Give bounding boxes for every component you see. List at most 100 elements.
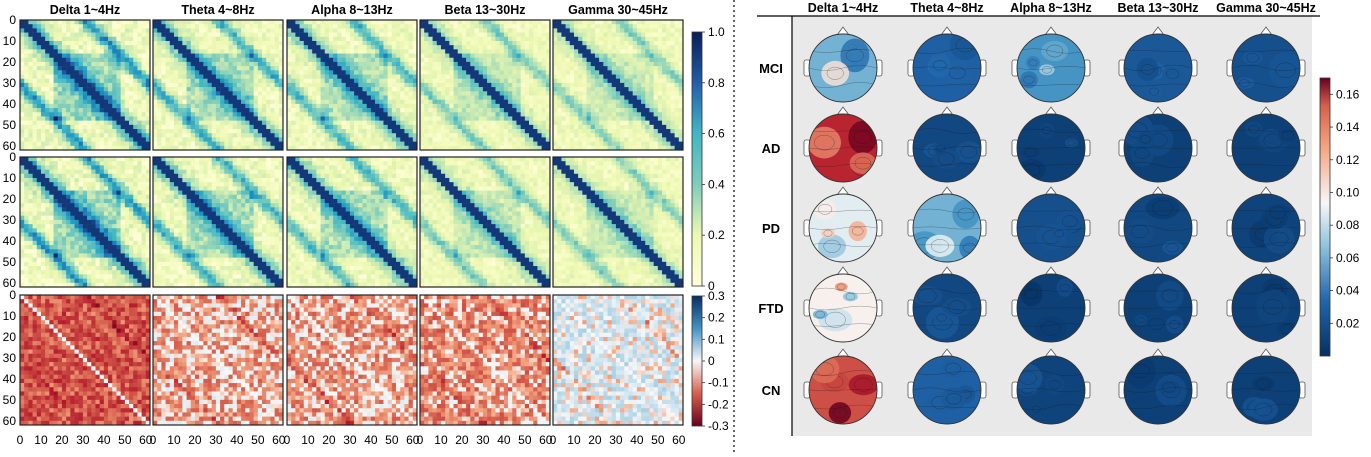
band-title-right-3: Beta 13~30Hz: [1118, 1, 1199, 15]
cbar-topo-ticks-6: 0.04: [1336, 284, 1360, 298]
x-tick-band4-3: 30: [609, 433, 623, 447]
matrix-row1-band0: [20, 157, 150, 287]
x-tick-band0-0: 0: [17, 433, 24, 447]
cbar-top-ticks-4: 0.2: [708, 228, 725, 242]
colorbar-difference-ticks: 0.30.20.10-0.1-0.2-0.3: [702, 289, 729, 433]
matrix-row0-band1: [153, 20, 283, 150]
group-label-ftd: FTD: [758, 301, 783, 316]
band-title-right-0: Delta 1~4Hz: [808, 1, 879, 15]
cbar-top-ticks-1: 0.8: [708, 76, 725, 90]
y-tick-row2-1: 10: [3, 309, 17, 323]
x-tick-band4-2: 20: [588, 433, 602, 447]
y-tick-row0-3: 30: [3, 76, 17, 90]
matrix-row1-band4: [553, 157, 683, 287]
matrix-row2-band0: [20, 295, 150, 425]
connectivity-panel: Delta 1~4Hz Theta 4~8Hz Alpha 8~13Hz Beta 1…: [3, 3, 729, 447]
band-title-right-2: Alpha 8~13Hz: [1010, 1, 1092, 15]
cbar-diff-ticks-1: 0.2: [708, 311, 725, 325]
x-tick-band1-2: 20: [188, 433, 202, 447]
colorbar-correlation-ticks: 1.00.80.60.40.20: [702, 25, 725, 293]
x-tick-band2-3: 30: [343, 433, 357, 447]
matrix-row1-band2: [287, 157, 417, 287]
y-tick-row2-2: 20: [3, 330, 17, 344]
x-tick-band2-4: 40: [364, 433, 378, 447]
x-tick-band0-2: 20: [55, 433, 69, 447]
band-titles-right: Delta 1~4Hz Theta 4~8Hz Alpha 8~13Hz Beta 1…: [808, 1, 1316, 15]
x-tick-band3-0: 0: [417, 433, 424, 447]
x-tick-band4-6: 60: [672, 433, 686, 447]
cbar-diff-ticks-3: 0: [708, 354, 715, 368]
group-label-cn: CN: [762, 383, 781, 398]
cbar-top-ticks-3: 0.4: [708, 177, 725, 191]
y-tick-row2-6: 60: [3, 414, 17, 428]
x-tick-band2-0: 0: [284, 433, 291, 447]
colorbar-correlation: 1.00.80.60.40.20: [692, 25, 725, 293]
x-tick-band2-5: 50: [385, 433, 399, 447]
topography-panel: Delta 1~4Hz Theta 4~8Hz Alpha 8~13Hz Beta 1…: [757, 1, 1360, 436]
cbar-topo-ticks-0: 0.16: [1336, 87, 1360, 101]
cbar-top-ticks-0: 1.0: [708, 25, 725, 39]
x-tick-band3-1: 10: [434, 433, 448, 447]
group-label-ad: AD: [762, 141, 781, 156]
matrix-row2-band3: [420, 295, 550, 425]
y-tick-row1-0: 0: [9, 150, 16, 164]
colorbar-difference: 0.30.20.10-0.1-0.2-0.3: [692, 289, 729, 433]
y-tick-row2-5: 50: [3, 393, 17, 407]
x-tick-band1-4: 40: [230, 433, 244, 447]
x-tick-band2-1: 10: [301, 433, 315, 447]
cbar-topo-ticks-3: 0.10: [1336, 185, 1360, 199]
cbar-topo-ticks-1: 0.14: [1336, 120, 1360, 134]
y-tick-row0-0: 0: [9, 13, 16, 27]
band-title-left-3: Beta 13~30Hz: [445, 3, 526, 17]
y-tick-row2-3: 30: [3, 351, 17, 365]
band-title-right-1: Theta 4~8Hz: [910, 1, 983, 15]
matrix-row2-band1: [153, 295, 283, 425]
matrix-row0-band4: [553, 20, 683, 150]
x-tick-band3-5: 50: [518, 433, 532, 447]
x-tick-band4-0: 0: [550, 433, 557, 447]
y-tick-row0-4: 40: [3, 97, 17, 111]
x-tick-band4-5: 50: [651, 433, 665, 447]
x-tick-band3-3: 30: [476, 433, 490, 447]
x-tick-band0-4: 40: [97, 433, 111, 447]
band-titles-left: Delta 1~4Hz Theta 4~8Hz Alpha 8~13Hz Beta 1…: [50, 3, 668, 17]
x-tick-band3-2: 20: [455, 433, 469, 447]
y-tick-row0-2: 20: [3, 55, 17, 69]
cbar-diff-ticks-5: -0.2: [708, 397, 729, 411]
x-tick-band0-3: 30: [76, 433, 90, 447]
matrix-row0-band0: [20, 20, 150, 150]
colorbar-topography-ticks: 0.160.140.120.100.080.060.040.02: [1330, 87, 1360, 330]
cbar-diff-ticks-2: 0.1: [708, 332, 725, 346]
matrix-row0-band2: [287, 20, 417, 150]
band-title-right-4: Gamma 30~45Hz: [1216, 1, 1316, 15]
matrix-row2-band2: [287, 295, 417, 425]
x-tick-band4-1: 10: [567, 433, 581, 447]
band-title-left-4: Gamma 30~45Hz: [568, 3, 668, 17]
matrix-row1-band1: [153, 157, 283, 287]
band-title-left-0: Delta 1~4Hz: [50, 3, 121, 17]
colorbar-topography: 0.160.140.120.100.080.060.040.02: [1320, 78, 1360, 356]
x-tick-band0-5: 50: [118, 433, 132, 447]
band-title-left-1: Theta 4~8Hz: [181, 3, 254, 17]
x-tick-band1-5: 50: [251, 433, 265, 447]
group-label-mci: MCI: [759, 61, 783, 76]
y-tick-row1-1: 10: [3, 171, 17, 185]
y-tick-row0-5: 50: [3, 118, 17, 132]
x-tick-band1-1: 10: [167, 433, 181, 447]
matrix-row2-band4: [553, 295, 683, 425]
x-tick-band1-0: 0: [150, 433, 157, 447]
y-tick-row1-2: 20: [3, 192, 17, 206]
x-tick-band3-4: 40: [497, 433, 511, 447]
cbar-topo-ticks-4: 0.08: [1336, 218, 1360, 232]
cbar-diff-ticks-0: 0.3: [708, 289, 725, 303]
matrix-row1-band3: [420, 157, 550, 287]
x-tick-band1-3: 30: [209, 433, 223, 447]
y-tick-row1-3: 30: [3, 213, 17, 227]
cbar-top-ticks-2: 0.6: [708, 127, 725, 141]
cbar-topo-ticks-2: 0.12: [1336, 153, 1360, 167]
band-title-left-2: Alpha 8~13Hz: [311, 3, 393, 17]
